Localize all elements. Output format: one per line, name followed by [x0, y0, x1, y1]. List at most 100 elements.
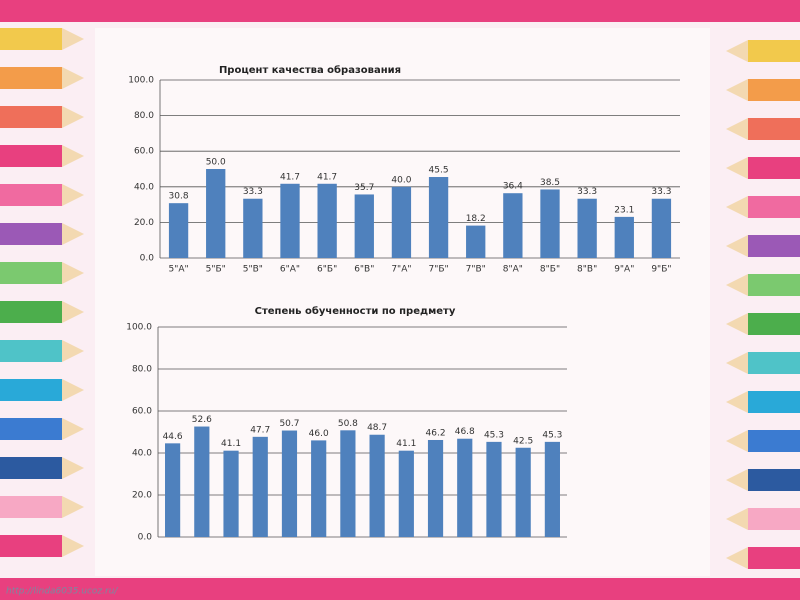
pencil-tip [62, 418, 84, 440]
pencil [748, 235, 800, 257]
bar [194, 426, 210, 537]
pencil [748, 118, 800, 140]
y-tick-label: 20.0 [134, 218, 154, 228]
data-label: 47.7 [250, 425, 270, 435]
y-tick-label: 20.0 [132, 491, 152, 501]
data-label: 48.7 [367, 423, 387, 433]
data-label: 45.3 [542, 430, 562, 440]
y-tick-label: 100.0 [126, 323, 152, 333]
pencil-tip [726, 40, 748, 62]
pencil [748, 430, 800, 452]
bar [651, 198, 672, 258]
x-tick-label: 7"Б" [428, 265, 448, 275]
pencil-tip [726, 313, 748, 335]
bar [354, 194, 374, 258]
pencil-tip [726, 235, 748, 257]
bar [369, 434, 385, 537]
bar [281, 430, 298, 537]
data-label: 36.4 [503, 182, 523, 192]
pencil-tip [62, 301, 84, 323]
pencil [748, 508, 800, 530]
data-label: 33.3 [243, 187, 263, 197]
pencil [0, 262, 62, 284]
data-label: 44.6 [163, 432, 183, 442]
y-tick-label: 80.0 [132, 365, 152, 375]
pencil-tip [62, 496, 84, 518]
data-label: 23.1 [614, 205, 634, 215]
pencil-tip [62, 67, 84, 89]
pencil [0, 535, 62, 557]
data-label: 38.5 [540, 178, 560, 188]
data-label: 33.3 [651, 187, 671, 197]
x-tick-label: 7"В" [466, 265, 486, 275]
pencil-tip [62, 184, 84, 206]
bar [427, 439, 444, 537]
pencil-tip [62, 145, 84, 167]
bar [544, 441, 560, 537]
pencil-tip [726, 469, 748, 491]
x-tick-label: 7"А" [391, 265, 411, 275]
x-tick-label: 6"А" [280, 265, 300, 275]
pencil [0, 418, 62, 440]
y-tick-label: 40.0 [132, 449, 152, 459]
pencil [748, 313, 800, 335]
pencil-tip [62, 379, 84, 401]
data-label: 46.2 [426, 428, 446, 438]
pencil-tip [726, 157, 748, 179]
pencil [0, 340, 62, 362]
x-tick-label: 5"А" [168, 265, 188, 275]
data-label: 41.1 [396, 439, 416, 449]
bar [223, 450, 239, 537]
pencil [0, 457, 62, 479]
bar [311, 440, 327, 537]
bar [165, 443, 181, 537]
pencil [0, 106, 62, 128]
pencil [748, 79, 800, 101]
bar [206, 169, 226, 258]
pencil [0, 379, 62, 401]
x-tick-label: 8"В" [577, 265, 597, 275]
data-label: 30.8 [169, 192, 189, 202]
data-label: 18.2 [466, 214, 486, 224]
pencil-tip [726, 196, 748, 218]
pencil [748, 547, 800, 569]
y-tick-label: 0.0 [138, 533, 153, 543]
bar [252, 436, 268, 537]
x-tick-label: 6"В" [354, 265, 374, 275]
data-label: 46.8 [455, 427, 475, 437]
pencil [748, 274, 800, 296]
x-tick-label: 5"Б" [206, 265, 226, 275]
pencil-tip [726, 391, 748, 413]
y-tick-label: 80.0 [134, 111, 154, 121]
chart-title: Процент качества образования [219, 64, 401, 76]
pencil-tip [726, 79, 748, 101]
pencil-tip [726, 352, 748, 374]
bar [614, 216, 634, 258]
bar [466, 225, 486, 258]
y-tick-label: 60.0 [132, 407, 152, 417]
pencil [0, 28, 62, 50]
footer-url: http://linda6035.ucoz.ru/ [6, 587, 118, 597]
pencil [748, 391, 800, 413]
pencil [0, 223, 62, 245]
data-label: 46.0 [309, 429, 329, 439]
data-label: 40.0 [391, 175, 411, 185]
y-tick-label: 0.0 [140, 254, 155, 264]
y-tick-label: 60.0 [134, 147, 154, 157]
pencil [0, 301, 62, 323]
bar [340, 430, 356, 537]
bar [391, 186, 412, 258]
data-label: 50.8 [338, 419, 358, 429]
pencil-tip [62, 106, 84, 128]
data-label: 41.7 [317, 172, 337, 182]
pencil [0, 145, 62, 167]
bar [515, 447, 531, 537]
data-label: 50.7 [279, 419, 299, 429]
bar [428, 177, 449, 258]
y-tick-label: 100.0 [128, 76, 154, 86]
bottom-band [0, 578, 800, 600]
pencil [0, 184, 62, 206]
x-tick-label: 5"В" [243, 265, 263, 275]
data-label: 42.5 [513, 436, 533, 446]
pencil [748, 40, 800, 62]
